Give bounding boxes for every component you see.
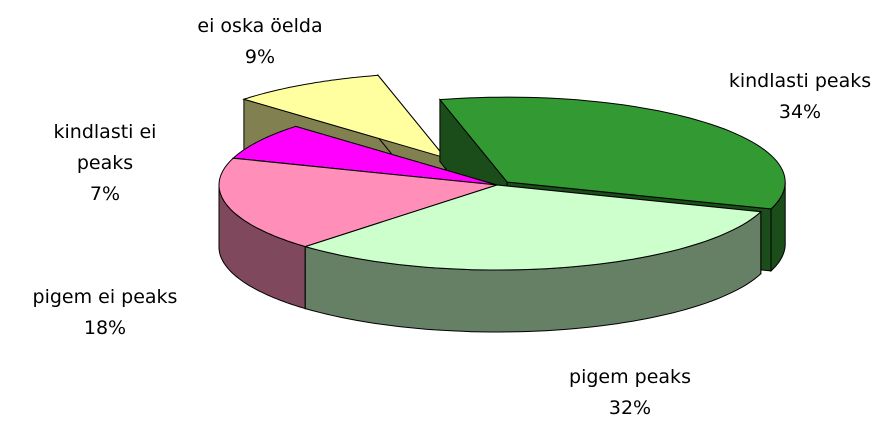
data-label: kindlasti ei peaks 7% xyxy=(30,117,180,210)
value-label: 34% xyxy=(778,101,822,123)
data-label: ei oska öelda 9% xyxy=(150,11,370,73)
pie-canvas xyxy=(218,73,786,333)
slice-top xyxy=(242,74,447,159)
value-label: 7% xyxy=(89,183,121,205)
value-label: 32% xyxy=(608,397,652,419)
data-label: pigem peaks 32% xyxy=(530,362,730,424)
slice-top xyxy=(231,125,498,186)
slice xyxy=(303,184,762,333)
slice-top xyxy=(303,184,762,271)
data-label: kindlasti peaks 34% xyxy=(690,66,896,128)
category-label: pigem ei peaks xyxy=(32,286,178,308)
value-label: 18% xyxy=(83,317,127,339)
slice-top xyxy=(438,96,786,210)
data-label: pigem ei peaks 18% xyxy=(0,282,215,344)
category-label: kindlasti peaks xyxy=(728,70,872,92)
chart: kindlasti peaks 34% pigem peaks 32% pigem ei… xyxy=(0,11,896,419)
category-label: ei oska öelda xyxy=(197,15,323,37)
value-label: 9% xyxy=(244,46,276,68)
slice-top xyxy=(218,157,498,248)
category-label: pigem peaks xyxy=(569,366,691,388)
category-label: kindlasti ei peaks xyxy=(53,121,157,174)
